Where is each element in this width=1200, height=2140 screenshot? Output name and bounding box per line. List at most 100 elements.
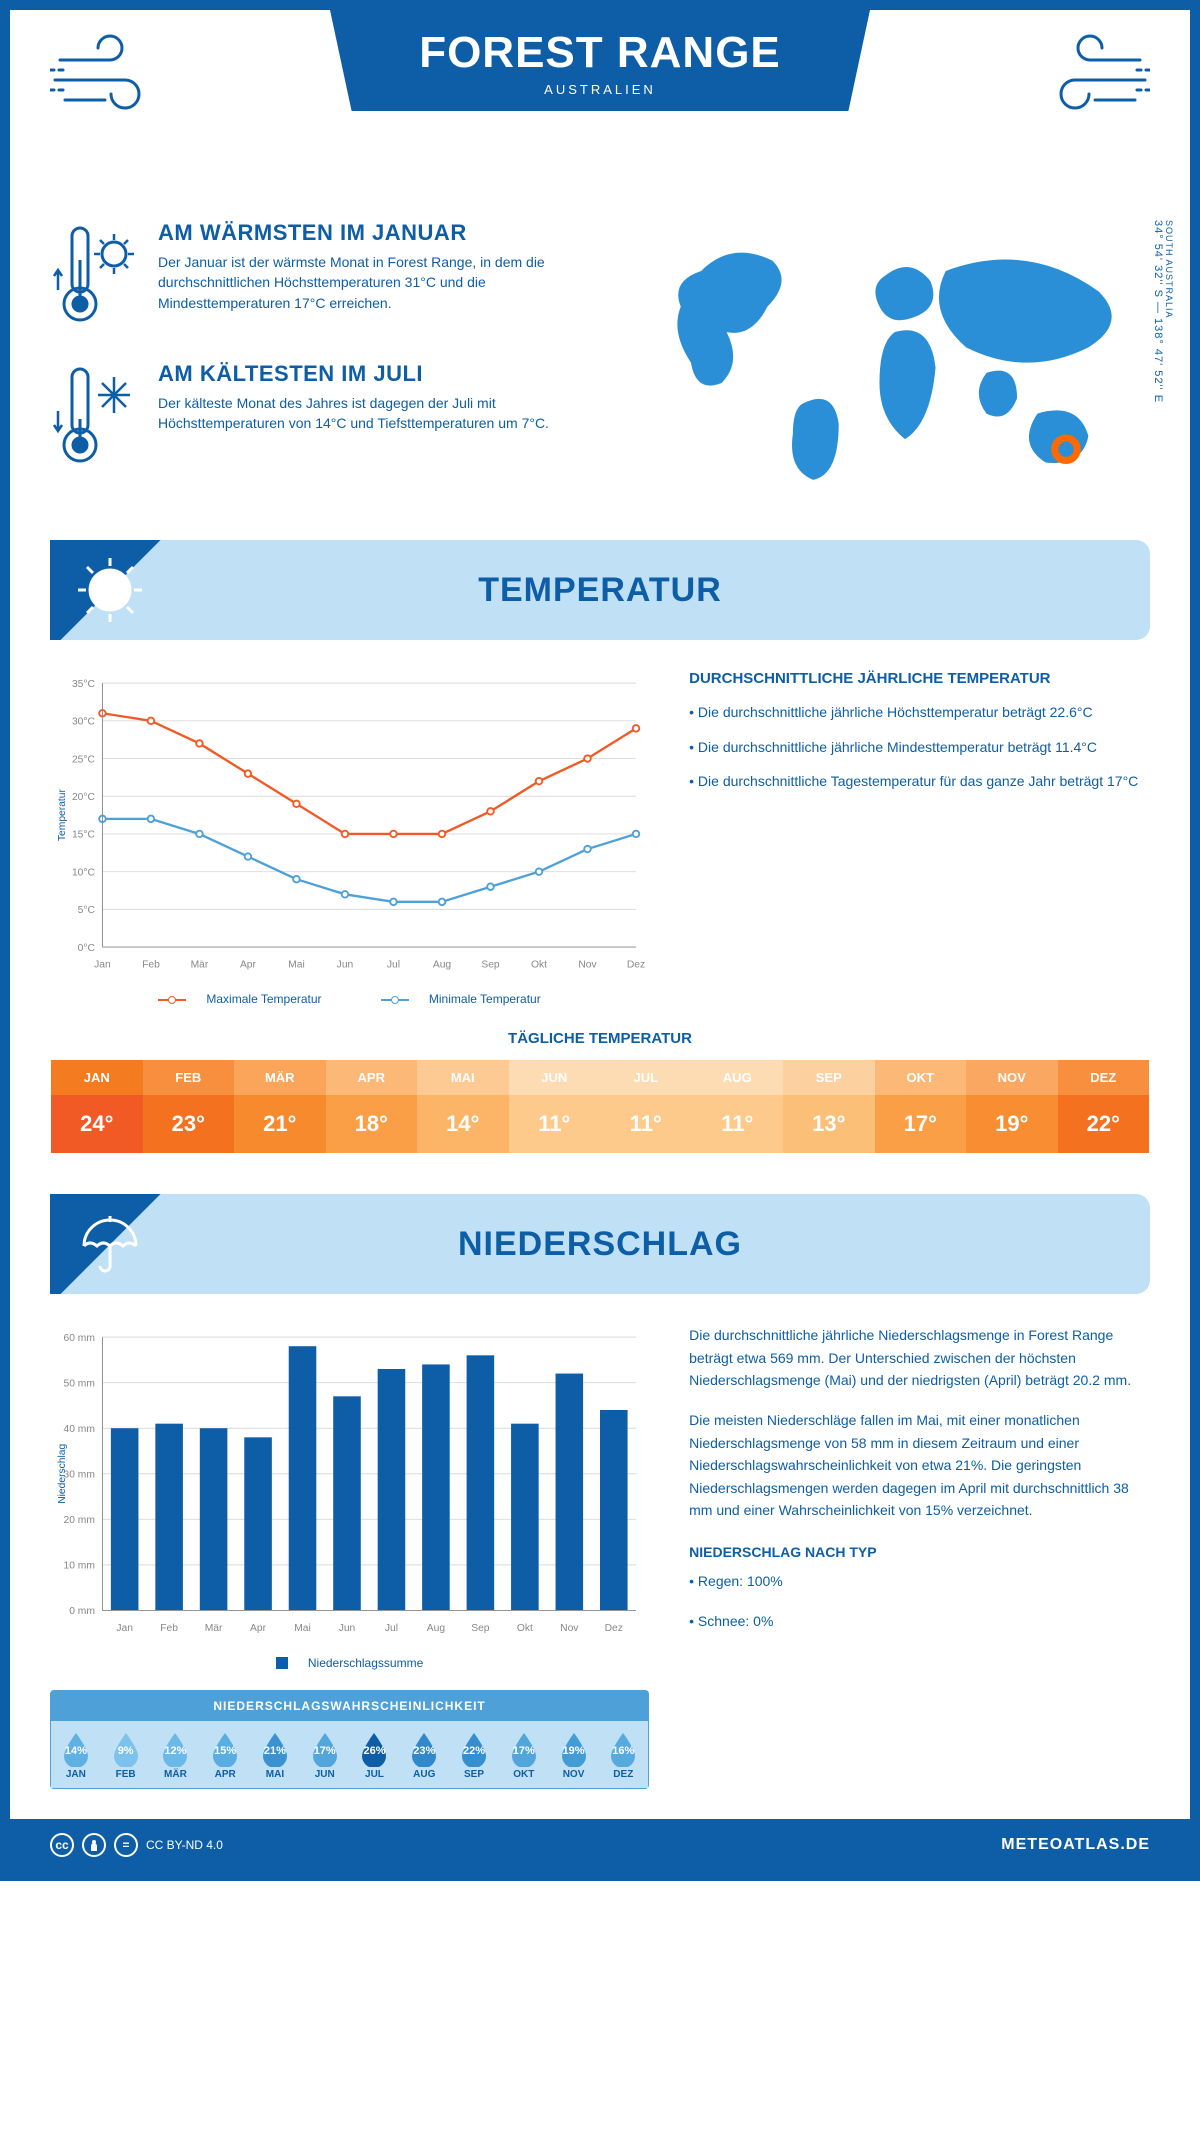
daily-temp-cell: MAI 14° [417, 1060, 509, 1153]
precipitation-bar-chart: 0 mm10 mm20 mm30 mm40 mm50 mm60 mmJanFeb… [50, 1324, 649, 1788]
svg-text:0 mm: 0 mm [69, 1606, 95, 1617]
svg-text:Temperatur: Temperatur [57, 789, 68, 842]
world-map: SOUTH AUSTRALIA 34° 54' 32'' S — 138° 47… [640, 220, 1150, 510]
svg-text:60 mm: 60 mm [64, 1333, 95, 1344]
daily-temp-cell: OKT 17° [875, 1060, 967, 1153]
page-subtitle: AUSTRALIEN [330, 82, 870, 97]
svg-text:Mai: Mai [294, 1623, 311, 1634]
raindrop-icon: 22% [460, 1731, 488, 1767]
raindrop-icon: 16% [609, 1731, 637, 1767]
raindrop-icon: 19% [560, 1731, 588, 1767]
chart-legend: Maximale Temperatur Minimale Temperatur [50, 992, 649, 1006]
precip-type-item: • Regen: 100% [689, 1570, 1150, 1592]
cc-by-icon [82, 1833, 106, 1857]
fact-warmest-body: Der Januar ist der wärmste Monat in Fore… [158, 252, 610, 313]
svg-text:Apr: Apr [240, 960, 257, 971]
fact-coldest-body: Der kälteste Monat des Jahres ist dagege… [158, 393, 610, 434]
svg-text:25°C: 25°C [72, 755, 96, 766]
raindrop-icon: 17% [311, 1731, 339, 1767]
section-banner-temperature: TEMPERATUR [50, 540, 1150, 640]
daily-temp-title: TÄGLICHE TEMPERATUR [50, 1030, 1150, 1047]
temperature-description: DURCHSCHNITTLICHE JÄHRLICHE TEMPERATUR •… [689, 670, 1150, 1006]
svg-text:0°C: 0°C [78, 943, 96, 954]
prob-cell: 22% SEP [449, 1721, 499, 1788]
daily-temp-cell: APR 18° [326, 1060, 418, 1153]
wind-icon [50, 30, 170, 120]
svg-text:15°C: 15°C [72, 830, 96, 841]
umbrella-icon [74, 1208, 146, 1280]
prob-cell: 21% MAI [250, 1721, 300, 1788]
prob-cell: 16% DEZ [598, 1721, 648, 1788]
fact-warmest: AM WÄRMSTEN IM JANUAR Der Januar ist der… [50, 220, 610, 335]
svg-text:Dez: Dez [605, 1623, 623, 1634]
raindrop-icon: 12% [161, 1731, 189, 1767]
prob-cell: 23% AUG [399, 1721, 449, 1788]
fact-coldest: AM KÄLTESTEN IM JULI Der kälteste Monat … [50, 361, 610, 476]
svg-text:30 mm: 30 mm [64, 1470, 95, 1481]
daily-temp-cell: DEZ 22° [1058, 1060, 1150, 1153]
prob-cell: 14% JAN [51, 1721, 101, 1788]
daily-temp-table: JAN 24° FEB 23° MÄR 21° APR 18° MAI 14° … [50, 1059, 1150, 1154]
brand-label: METEOATLAS.DE [1001, 1836, 1150, 1854]
header: FOREST RANGE AUSTRALIEN [50, 10, 1150, 210]
section-banner-precipitation: NIEDERSCHLAG [50, 1194, 1150, 1294]
daily-temp-cell: JAN 24° [51, 1060, 143, 1153]
prob-cell: 12% MÄR [151, 1721, 201, 1788]
svg-text:Sep: Sep [471, 1623, 490, 1634]
raindrop-icon: 17% [510, 1731, 538, 1767]
svg-text:Sep: Sep [481, 960, 500, 971]
prob-cell: 17% JUN [300, 1721, 350, 1788]
svg-text:Aug: Aug [433, 960, 452, 971]
daily-temp-cell: NOV 19° [966, 1060, 1058, 1153]
svg-text:40 mm: 40 mm [64, 1424, 95, 1435]
svg-text:20 mm: 20 mm [64, 1515, 95, 1526]
temp-desc-item: • Die durchschnittliche jährliche Mindes… [689, 736, 1150, 758]
wind-icon [1030, 30, 1150, 120]
thermometer-hot-icon [50, 220, 140, 335]
svg-text:Nov: Nov [560, 1623, 579, 1634]
title-banner: FOREST RANGE AUSTRALIEN [330, 10, 870, 111]
chart-legend: Niederschlagssumme [50, 1656, 649, 1670]
svg-text:Aug: Aug [427, 1623, 446, 1634]
daily-temp-cell: JUN 11° [509, 1060, 601, 1153]
daily-temp-cell: SEP 13° [783, 1060, 875, 1153]
daily-temp-cell: JUL 11° [600, 1060, 692, 1153]
svg-text:20°C: 20°C [72, 792, 96, 803]
svg-text:10 mm: 10 mm [64, 1561, 95, 1572]
coordinates-label: SOUTH AUSTRALIA 34° 54' 32'' S — 138° 47… [1152, 220, 1174, 403]
svg-text:35°C: 35°C [72, 679, 96, 690]
raindrop-icon: 15% [211, 1731, 239, 1767]
svg-text:Mai: Mai [288, 960, 305, 971]
svg-text:Jul: Jul [385, 1623, 398, 1634]
svg-text:Nov: Nov [578, 960, 597, 971]
prob-cell: 9% FEB [101, 1721, 151, 1788]
raindrop-icon: 14% [62, 1731, 90, 1767]
raindrop-icon: 23% [410, 1731, 438, 1767]
svg-text:Okt: Okt [517, 1623, 533, 1634]
svg-text:Mär: Mär [205, 1623, 223, 1634]
cc-nd-icon: = [114, 1833, 138, 1857]
raindrop-icon: 26% [360, 1731, 388, 1767]
prob-cell: 15% APR [200, 1721, 250, 1788]
precipitation-probability-table: NIEDERSCHLAGSWAHRSCHEINLICHKEIT 14% JAN … [50, 1690, 649, 1789]
svg-text:Feb: Feb [142, 960, 160, 971]
fact-warmest-title: AM WÄRMSTEN IM JANUAR [158, 220, 610, 246]
precipitation-description: Die durchschnittliche jährliche Niedersc… [689, 1324, 1150, 1788]
svg-text:Jan: Jan [116, 1623, 133, 1634]
svg-text:Jul: Jul [387, 960, 400, 971]
svg-text:Mär: Mär [191, 960, 209, 971]
temperature-line-chart: 0°C5°C10°C15°C20°C25°C30°C35°CJanFebMärA… [50, 670, 649, 1006]
svg-text:Apr: Apr [250, 1623, 267, 1634]
prob-cell: 19% NOV [549, 1721, 599, 1788]
thermometer-cold-icon [50, 361, 140, 476]
license: cc = CC BY-ND 4.0 [50, 1833, 223, 1857]
page-title: FOREST RANGE [330, 28, 870, 78]
daily-temp-cell: AUG 11° [692, 1060, 784, 1153]
svg-text:Jun: Jun [339, 1623, 356, 1634]
section-title-temperature: TEMPERATUR [50, 571, 1150, 610]
footer: cc = CC BY-ND 4.0 METEOATLAS.DE [10, 1819, 1190, 1871]
svg-text:Dez: Dez [627, 960, 645, 971]
temp-desc-item: • Die durchschnittliche Tagestemperatur … [689, 770, 1150, 792]
svg-text:Jan: Jan [94, 960, 111, 971]
svg-text:50 mm: 50 mm [64, 1379, 95, 1390]
